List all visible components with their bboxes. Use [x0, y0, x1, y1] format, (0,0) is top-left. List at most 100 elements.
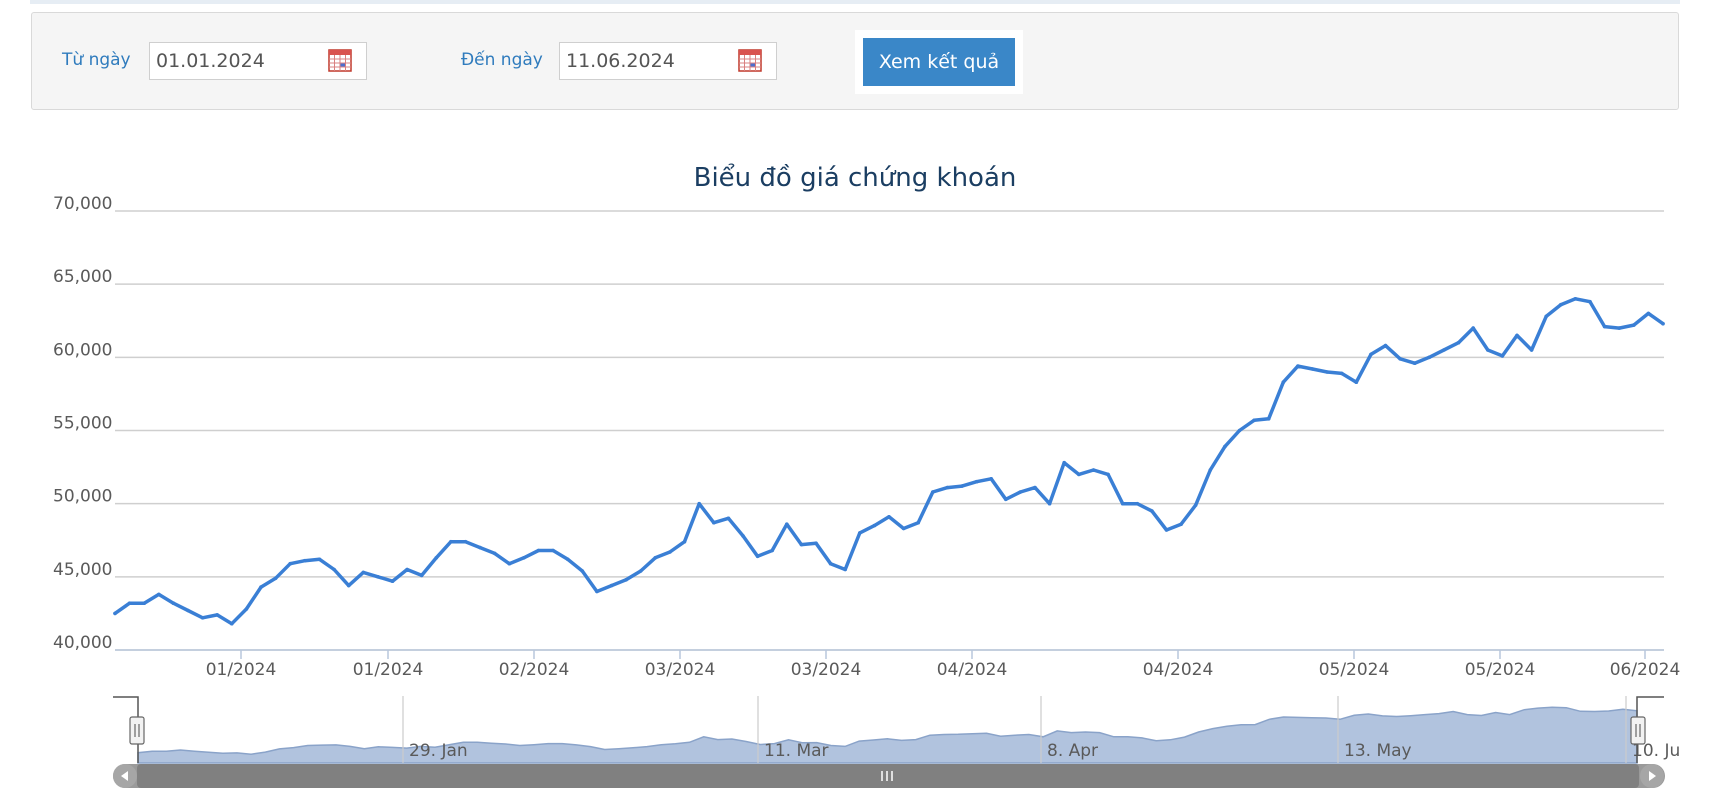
price-point	[609, 583, 614, 588]
price-point	[1354, 380, 1359, 385]
to-date-input[interactable]	[566, 49, 726, 73]
y-tick-label: 65,000	[53, 267, 112, 287]
price-point	[1033, 485, 1037, 490]
price-point	[989, 477, 993, 481]
price-point	[1135, 501, 1140, 506]
price-point	[507, 561, 512, 566]
x-tick-label: 04/2024	[1143, 660, 1214, 680]
navigator-scrollbar[interactable]	[113, 764, 1665, 788]
grip-icon[interactable]	[1630, 716, 1646, 745]
price-point	[1310, 367, 1315, 371]
price-point	[1456, 340, 1461, 345]
navigator-label: 11. Mar	[764, 741, 829, 761]
price-point	[1442, 348, 1446, 352]
price-point	[142, 601, 146, 605]
price-point	[449, 539, 453, 544]
price-point	[828, 561, 833, 566]
from-date-field[interactable]	[149, 42, 367, 80]
price-point	[1179, 522, 1183, 526]
arrow-right-icon[interactable]	[1649, 771, 1656, 781]
price-point	[580, 569, 585, 573]
price-point	[390, 579, 395, 583]
calendar-icon[interactable]	[328, 48, 352, 72]
x-tick-label: 02/2024	[499, 660, 570, 680]
price-point	[799, 542, 804, 547]
price-point	[1500, 354, 1505, 358]
price-point	[1018, 490, 1023, 494]
price-point	[1427, 355, 1432, 360]
chart-title: Biểu đồ giá chứng khoán	[694, 162, 1017, 193]
price-point	[1573, 297, 1578, 301]
price-point	[405, 567, 409, 572]
price-point	[186, 608, 190, 613]
submit-button-frame: Xem kết quả	[855, 30, 1023, 94]
calendar-icon[interactable]	[738, 48, 762, 72]
price-point	[1266, 417, 1271, 421]
price-point	[317, 557, 322, 562]
price-series-line	[113, 297, 1665, 626]
navigator-handle-left[interactable]	[129, 716, 145, 745]
price-point	[361, 570, 366, 575]
navigator-label: 29. Jan	[409, 741, 468, 761]
top-border	[30, 0, 1680, 4]
navigator-handle-right[interactable]	[1630, 716, 1646, 745]
price-point	[1383, 343, 1388, 348]
y-tick-label: 50,000	[53, 487, 112, 507]
price-point	[682, 539, 687, 544]
price-point	[522, 556, 526, 560]
grip-icon[interactable]	[129, 716, 145, 745]
x-tick-label: 05/2024	[1465, 660, 1536, 680]
scrollbar-thumb[interactable]	[137, 764, 1639, 788]
price-point	[1208, 468, 1213, 472]
price-point	[1077, 472, 1081, 477]
price-point	[858, 531, 862, 535]
price-point	[1150, 509, 1154, 513]
price-point	[872, 523, 877, 528]
arrow-left-icon[interactable]	[121, 771, 128, 781]
price-point	[624, 578, 628, 582]
price-point	[1486, 348, 1490, 352]
price-point	[536, 548, 541, 553]
price-point	[726, 516, 731, 521]
x-tick-label: 06/2024	[1610, 660, 1681, 680]
price-point	[901, 526, 906, 531]
price-point	[346, 583, 351, 588]
price-point	[1237, 428, 1242, 433]
price-point	[1646, 311, 1651, 316]
to-date-field[interactable]	[559, 42, 777, 80]
navigator-label: 8. Apr	[1047, 741, 1098, 761]
price-point	[1588, 299, 1592, 304]
price-point	[916, 520, 920, 525]
price-point	[1602, 324, 1607, 329]
price-point	[653, 556, 658, 560]
price-point	[273, 576, 278, 581]
price-point	[288, 561, 293, 566]
price-point	[1544, 314, 1548, 319]
price-point	[376, 575, 380, 579]
price-point	[157, 592, 161, 597]
price-point	[1529, 348, 1534, 352]
x-tick-label: 04/2024	[937, 660, 1008, 680]
price-point	[1091, 468, 1096, 472]
price-point	[931, 490, 935, 494]
price-point	[945, 485, 950, 490]
price-point	[478, 545, 482, 550]
view-results-button[interactable]: Xem kết quả	[863, 38, 1015, 86]
y-tick-label: 40,000	[53, 633, 112, 653]
from-date-input[interactable]	[156, 49, 316, 73]
navigator-label: 10. Ju	[1632, 741, 1680, 761]
price-point	[1106, 472, 1110, 477]
price-point	[244, 607, 249, 611]
price-point	[492, 551, 497, 556]
price-point	[1004, 497, 1008, 502]
to-date-label: Đến ngày	[461, 50, 543, 70]
price-point	[1617, 326, 1621, 330]
price-point	[200, 616, 205, 620]
y-tick-label: 70,000	[53, 194, 112, 214]
price-point	[434, 556, 439, 560]
price-point	[755, 554, 760, 559]
price-point	[1252, 418, 1256, 423]
price-point	[1325, 370, 1329, 374]
price-point	[1223, 444, 1227, 449]
